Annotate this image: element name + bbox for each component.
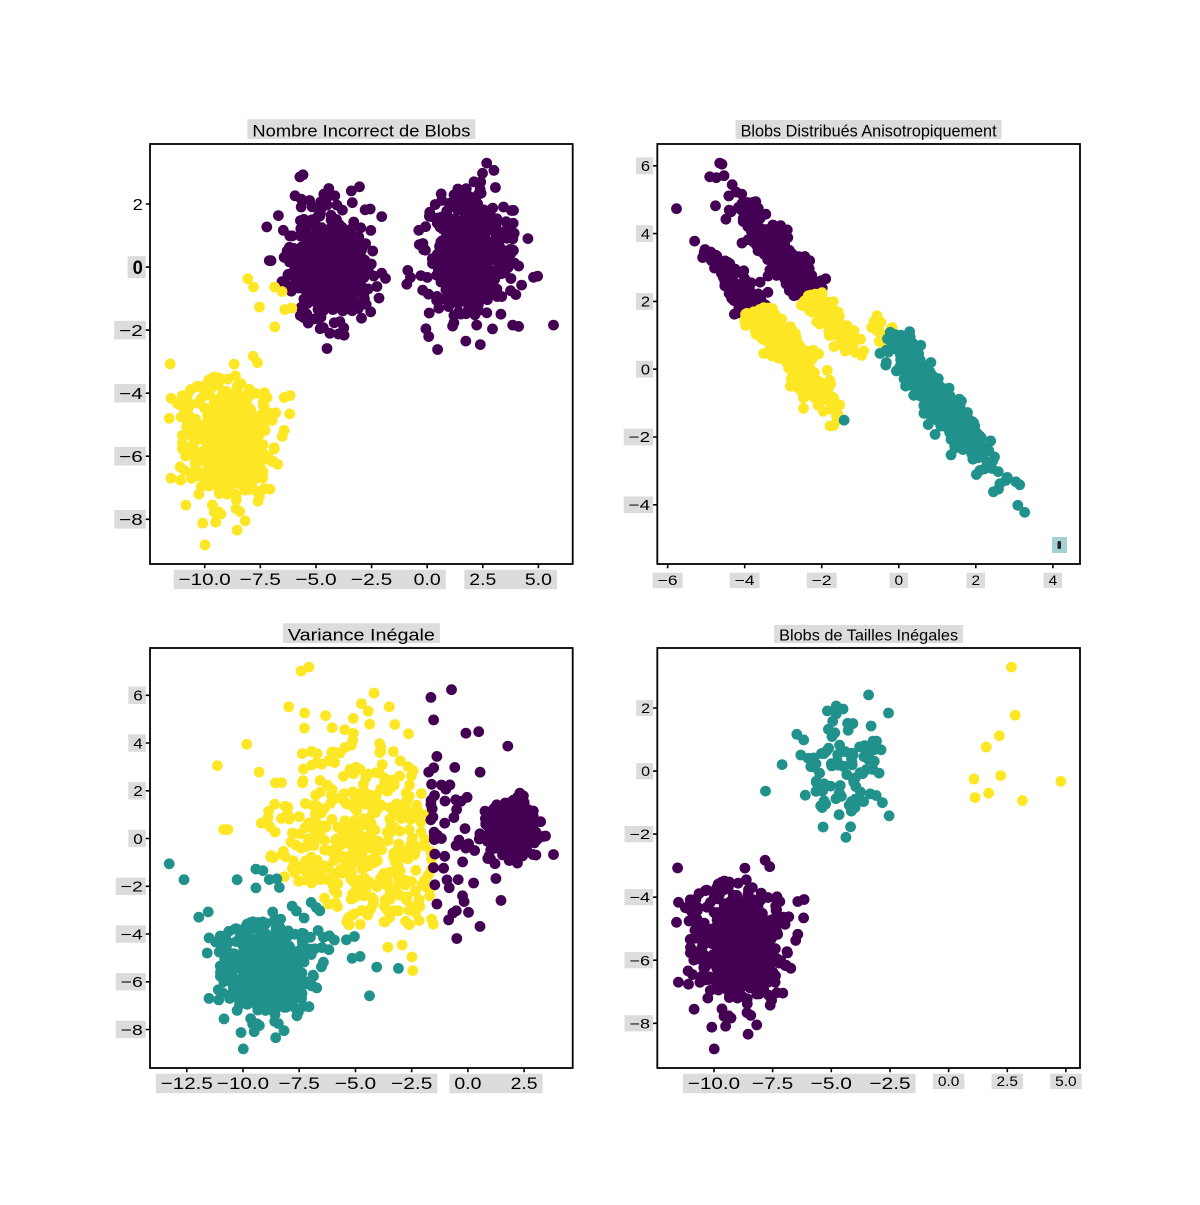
svg-text:−7.5: −7.5	[279, 1074, 320, 1093]
svg-text:−6: −6	[630, 952, 651, 968]
svg-text:−8: −8	[119, 512, 143, 529]
svg-text:2: 2	[641, 700, 650, 716]
svg-text:0: 0	[133, 831, 143, 848]
svg-text:−8: −8	[121, 1022, 143, 1039]
svg-text:2: 2	[133, 783, 143, 800]
svg-text:−2: −2	[630, 826, 651, 842]
svg-text:−2: −2	[629, 430, 650, 446]
svg-text:−10.0: −10.0	[688, 1074, 740, 1093]
svg-text:5.0: 5.0	[1055, 1074, 1077, 1089]
svg-text:0: 0	[641, 763, 650, 779]
svg-text:−5.0: −5.0	[335, 1074, 376, 1093]
svg-text:−6: −6	[658, 573, 678, 588]
svg-text:−7.5: −7.5	[752, 1074, 793, 1093]
svg-text:0.0: 0.0	[414, 570, 441, 589]
svg-text:−8: −8	[630, 1015, 651, 1031]
svg-text:−4: −4	[121, 926, 143, 943]
svg-text:−10.0: −10.0	[217, 1074, 269, 1093]
svg-text:−4: −4	[629, 498, 650, 514]
svg-text:2.5: 2.5	[997, 1074, 1019, 1089]
svg-text:0: 0	[895, 573, 904, 588]
svg-text:0: 0	[133, 258, 143, 279]
svg-text:−7.5: −7.5	[240, 570, 281, 589]
svg-text:6: 6	[641, 159, 650, 175]
svg-text:Blobs de Tailles Inégales: Blobs de Tailles Inégales	[779, 628, 958, 645]
svg-text:5.0: 5.0	[525, 570, 552, 589]
svg-text:−2.5: −2.5	[869, 1074, 910, 1093]
svg-text:2.5: 2.5	[469, 570, 496, 589]
svg-text:−10.0: −10.0	[179, 570, 231, 589]
svg-text:Variance Inégale: Variance Inégale	[288, 625, 435, 644]
svg-text:0: 0	[641, 362, 650, 378]
svg-text:−6: −6	[121, 974, 143, 991]
svg-text:−2.5: −2.5	[351, 570, 392, 589]
svg-text:Nombre Incorrect de Blobs: Nombre Incorrect de Blobs	[252, 121, 470, 140]
svg-text:−5.0: −5.0	[811, 1074, 852, 1093]
svg-text:−12.5: −12.5	[161, 1074, 213, 1093]
svg-text:−6: −6	[119, 449, 143, 466]
svg-text:−4: −4	[630, 889, 651, 905]
svg-text:−2: −2	[119, 323, 143, 340]
svg-text:−4: −4	[735, 573, 756, 588]
svg-text:0.0: 0.0	[938, 1074, 960, 1089]
svg-text:−2: −2	[121, 879, 143, 896]
svg-text:4: 4	[133, 735, 143, 752]
svg-text:2: 2	[972, 573, 981, 588]
svg-text:4: 4	[1049, 573, 1058, 588]
svg-text:6: 6	[133, 688, 143, 705]
svg-text:−4: −4	[119, 386, 143, 403]
svg-text:−5.0: −5.0	[295, 570, 336, 589]
svg-text:2: 2	[641, 295, 650, 311]
svg-text:0.0: 0.0	[454, 1074, 481, 1093]
svg-text:Blobs Distribués Anisotropique: Blobs Distribués Anisotropiquement	[741, 122, 997, 140]
svg-text:−2.5: −2.5	[391, 1074, 432, 1093]
svg-text:4: 4	[641, 227, 650, 243]
svg-text:−2: −2	[812, 573, 832, 588]
svg-text:2: 2	[133, 197, 143, 214]
svg-text:2.5: 2.5	[511, 1074, 538, 1093]
